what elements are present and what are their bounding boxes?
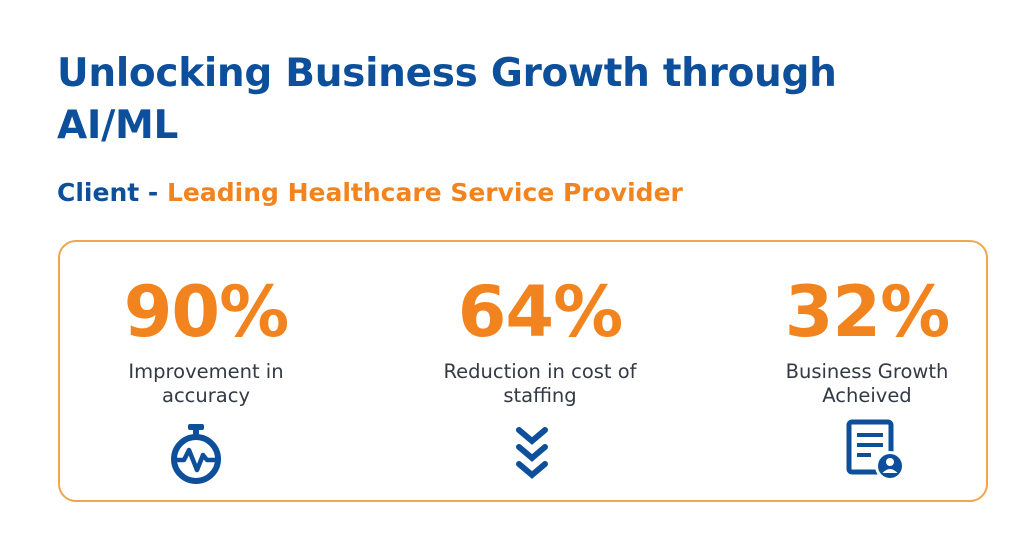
stat-value: 64% <box>457 271 624 353</box>
stat-accuracy: 90% Improvement in accuracy <box>66 272 346 408</box>
stat-label: Improvement in accuracy <box>128 360 284 407</box>
client-name: Leading Healthcare Service Provider <box>166 178 683 207</box>
document-user-icon <box>846 419 905 481</box>
chevrons-down-icon <box>516 427 548 479</box>
stat-staffing-cost: 64% Reduction in cost of staffing <box>400 272 680 408</box>
page-subtitle: Client - Leading Healthcare Service Prov… <box>57 176 957 210</box>
stat-label: Reduction in cost of staffing <box>443 360 637 407</box>
stat-value: 90% <box>123 271 290 353</box>
stats-card: 90% Improvement in accuracy 64% Reductio… <box>58 240 988 502</box>
subtitle-prefix: Client - <box>57 178 167 207</box>
stopwatch-pulse-icon <box>171 424 221 484</box>
stat-business-growth: 32% Business Growth Acheived <box>727 272 1007 408</box>
stat-label: Business Growth Acheived <box>785 360 949 407</box>
page-title: Unlocking Business Growth through AI/ML <box>57 51 837 148</box>
stat-value: 32% <box>784 271 951 353</box>
